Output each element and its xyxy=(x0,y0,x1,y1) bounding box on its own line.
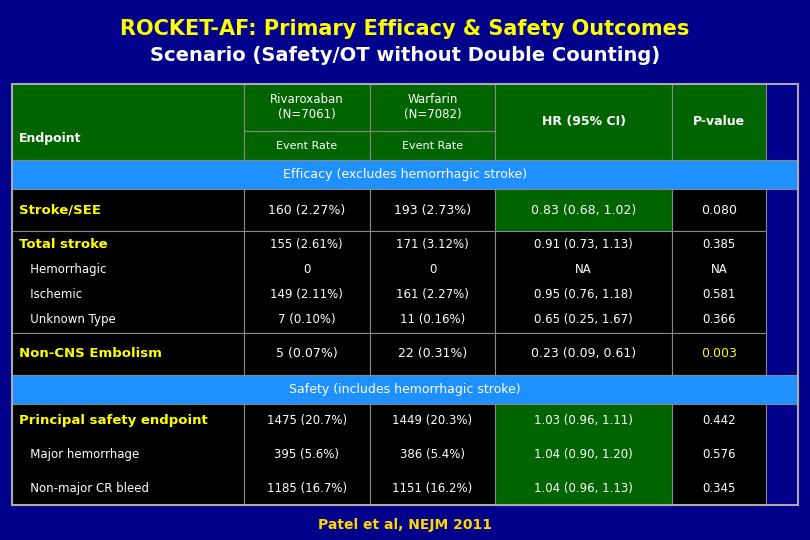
Bar xyxy=(496,84,672,160)
Text: Non-major CR bleed: Non-major CR bleed xyxy=(19,482,148,495)
Bar xyxy=(369,404,496,505)
Text: Warfarin
(N=7082): Warfarin (N=7082) xyxy=(403,93,462,122)
Text: 171 (3.12%): 171 (3.12%) xyxy=(396,238,469,251)
Text: Rivaroxaban
(N=7061): Rivaroxaban (N=7061) xyxy=(270,93,343,122)
Bar xyxy=(244,188,369,232)
Text: 149 (2.11%): 149 (2.11%) xyxy=(271,288,343,301)
Text: Patel et al, NEJM 2011: Patel et al, NEJM 2011 xyxy=(318,518,492,532)
Text: 1.04 (0.96, 1.13): 1.04 (0.96, 1.13) xyxy=(535,482,633,495)
Text: 5 (0.07%): 5 (0.07%) xyxy=(276,347,338,360)
Bar xyxy=(244,333,369,375)
Text: 160 (2.27%): 160 (2.27%) xyxy=(268,204,345,217)
Text: 193 (2.73%): 193 (2.73%) xyxy=(394,204,471,217)
Text: 386 (5.4%): 386 (5.4%) xyxy=(400,448,465,461)
Text: 0.83 (0.68, 1.02): 0.83 (0.68, 1.02) xyxy=(531,204,637,217)
Text: Total stroke: Total stroke xyxy=(19,238,107,251)
Bar xyxy=(244,404,369,505)
Text: 1.04 (0.90, 1.20): 1.04 (0.90, 1.20) xyxy=(535,448,633,461)
Text: ROCKET-AF: Primary Efficacy & Safety Outcomes: ROCKET-AF: Primary Efficacy & Safety Out… xyxy=(121,19,689,39)
Text: 0.581: 0.581 xyxy=(702,288,736,301)
Text: Ischemic: Ischemic xyxy=(19,288,82,301)
Text: 1449 (20.3%): 1449 (20.3%) xyxy=(392,414,472,427)
Bar xyxy=(12,375,798,404)
Bar xyxy=(672,188,766,232)
Text: 22 (0.31%): 22 (0.31%) xyxy=(398,347,467,360)
Text: 161 (2.27%): 161 (2.27%) xyxy=(396,288,469,301)
Bar xyxy=(12,188,244,232)
Text: 0.95 (0.76, 1.18): 0.95 (0.76, 1.18) xyxy=(535,288,633,301)
Text: 0.345: 0.345 xyxy=(702,482,736,495)
Bar xyxy=(369,188,496,232)
Text: 155 (2.61%): 155 (2.61%) xyxy=(271,238,343,251)
Text: 0.080: 0.080 xyxy=(701,204,737,217)
Bar xyxy=(12,84,244,160)
Text: Principal safety endpoint: Principal safety endpoint xyxy=(19,414,207,427)
Text: Endpoint: Endpoint xyxy=(19,132,81,145)
Text: 0.23 (0.09, 0.61): 0.23 (0.09, 0.61) xyxy=(531,347,637,360)
Text: 0.442: 0.442 xyxy=(702,414,736,427)
Bar xyxy=(244,232,369,333)
Bar xyxy=(244,84,369,131)
Text: 0.65 (0.25, 1.67): 0.65 (0.25, 1.67) xyxy=(535,313,633,327)
Text: 0: 0 xyxy=(303,263,310,276)
Text: Unknown Type: Unknown Type xyxy=(19,313,115,327)
Text: 0.385: 0.385 xyxy=(702,238,736,251)
Text: Stroke/SEE: Stroke/SEE xyxy=(19,204,100,217)
Text: 1.03 (0.96, 1.11): 1.03 (0.96, 1.11) xyxy=(535,414,633,427)
Bar xyxy=(244,131,369,160)
Text: Scenario (Safety/OT without Double Counting): Scenario (Safety/OT without Double Count… xyxy=(150,46,660,65)
Bar xyxy=(672,404,766,505)
Bar xyxy=(12,232,244,333)
Bar xyxy=(672,84,766,160)
Text: 0: 0 xyxy=(428,263,437,276)
Bar xyxy=(369,84,496,131)
Bar xyxy=(369,333,496,375)
Text: Non-CNS Embolism: Non-CNS Embolism xyxy=(19,347,161,360)
Bar xyxy=(369,232,496,333)
Bar xyxy=(496,188,672,232)
Bar xyxy=(672,232,766,333)
Text: 1475 (20.7%): 1475 (20.7%) xyxy=(266,414,347,427)
Text: 11 (0.16%): 11 (0.16%) xyxy=(400,313,465,327)
Bar xyxy=(496,232,672,333)
Text: 1185 (16.7%): 1185 (16.7%) xyxy=(266,482,347,495)
Bar xyxy=(672,333,766,375)
Bar xyxy=(12,84,798,505)
Text: Major hemorrhage: Major hemorrhage xyxy=(19,448,139,461)
Text: 395 (5.6%): 395 (5.6%) xyxy=(275,448,339,461)
Text: HR (95% CI): HR (95% CI) xyxy=(542,116,626,129)
Text: 1151 (16.2%): 1151 (16.2%) xyxy=(392,482,472,495)
Bar xyxy=(12,160,798,188)
Bar xyxy=(12,333,244,375)
Text: P-value: P-value xyxy=(693,116,745,129)
Bar xyxy=(496,404,672,505)
Text: Hemorrhagic: Hemorrhagic xyxy=(19,263,106,276)
Bar xyxy=(496,404,672,505)
Text: 0.576: 0.576 xyxy=(702,448,736,461)
Text: 0.91 (0.73, 1.13): 0.91 (0.73, 1.13) xyxy=(535,238,633,251)
Text: NA: NA xyxy=(711,263,727,276)
Bar xyxy=(496,188,672,232)
Bar xyxy=(369,131,496,160)
Text: 0.366: 0.366 xyxy=(702,313,736,327)
Text: Efficacy (excludes hemorrhagic stroke): Efficacy (excludes hemorrhagic stroke) xyxy=(283,168,527,181)
Text: 0.003: 0.003 xyxy=(701,347,737,360)
Bar xyxy=(496,333,672,375)
Text: Safety (includes hemorrhagic stroke): Safety (includes hemorrhagic stroke) xyxy=(289,383,521,396)
Text: 7 (0.10%): 7 (0.10%) xyxy=(278,313,335,327)
Text: Event Rate: Event Rate xyxy=(402,141,463,151)
Text: Event Rate: Event Rate xyxy=(276,141,337,151)
Text: NA: NA xyxy=(575,263,592,276)
Bar xyxy=(12,404,244,505)
